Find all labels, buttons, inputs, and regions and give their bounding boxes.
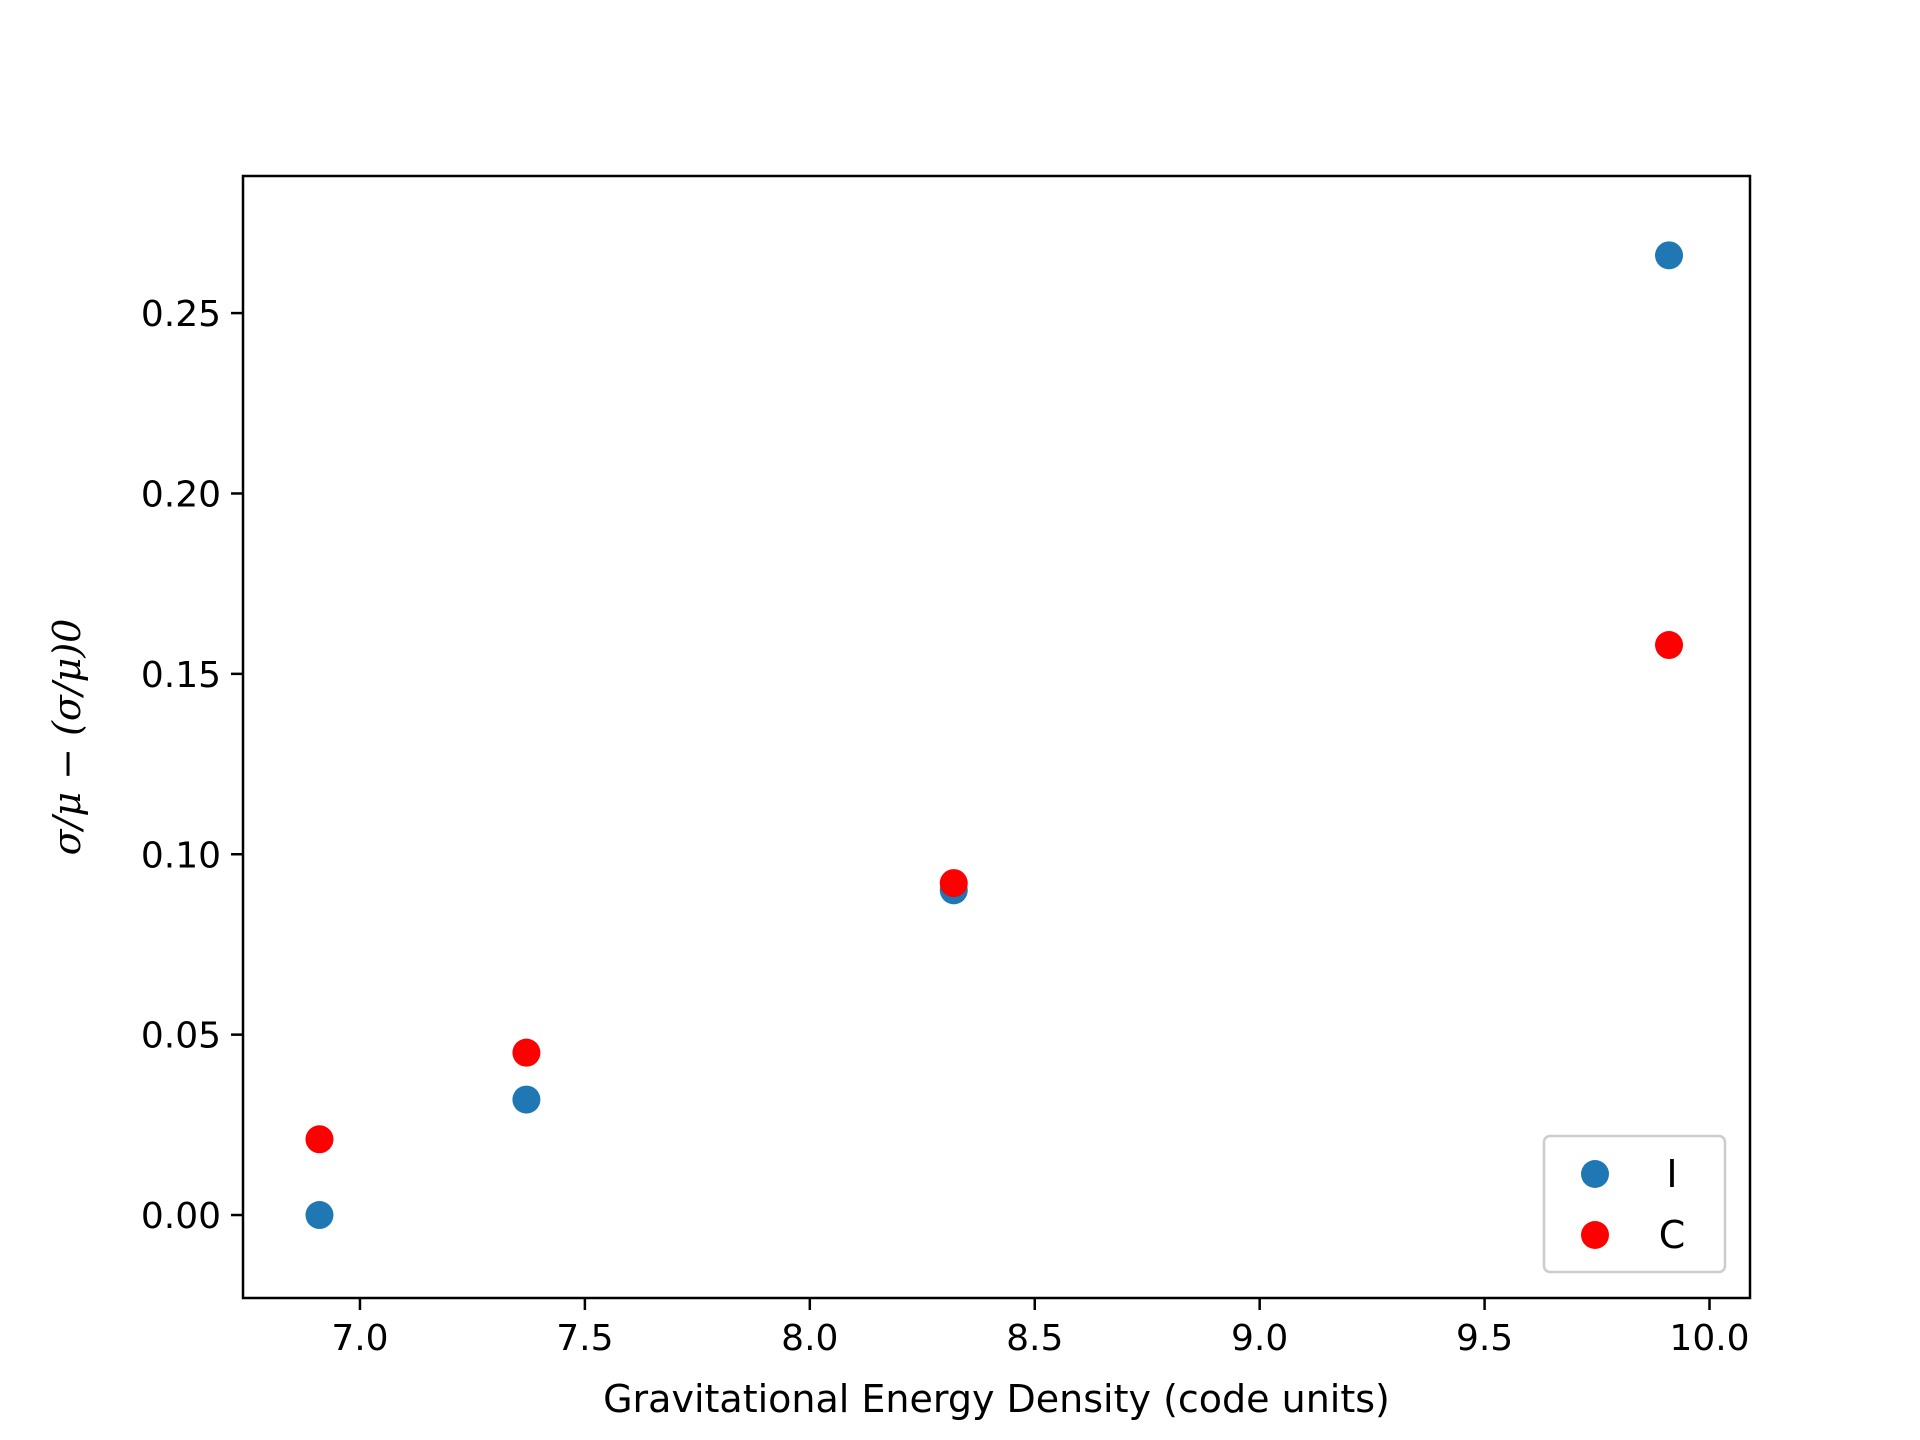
data-point-c — [512, 1038, 541, 1067]
legend-label-c: C — [1659, 1213, 1686, 1257]
y-tick-label: 0.10 — [141, 835, 221, 876]
x-tick-label: 10.0 — [1669, 1318, 1749, 1359]
x-tick-label: 7.5 — [556, 1318, 613, 1359]
x-tick-label: 9.5 — [1456, 1318, 1513, 1359]
y-axis-ticks: 0.00 0.05 0.10 0.15 0.20 0.25 — [141, 294, 243, 1237]
y-tick-label: 0.20 — [141, 474, 221, 515]
y-tick-label: 0.00 — [141, 1196, 221, 1237]
x-tick-label: 7.0 — [331, 1318, 388, 1359]
x-axis-ticks: 7.0 7.5 8.0 8.5 9.0 9.5 10.0 — [331, 1298, 1750, 1359]
y-axis-label: σ/μ − (σ/μ)0 — [45, 619, 89, 856]
y-tick-label: 0.05 — [141, 1016, 221, 1057]
legend-box — [1542, 1134, 1727, 1274]
x-tick-label: 9.0 — [1231, 1318, 1288, 1359]
legend-marker-c — [1581, 1221, 1609, 1249]
data-point-c — [939, 869, 968, 898]
x-tick-label: 8.0 — [781, 1318, 838, 1359]
data-point-i — [1655, 241, 1684, 270]
y-tick-label: 0.15 — [141, 655, 221, 696]
x-tick-label: 8.5 — [1006, 1318, 1063, 1359]
legend-marker-i — [1581, 1160, 1609, 1188]
data-points — [305, 241, 1684, 1230]
data-point-c — [305, 1125, 334, 1154]
legend-label-i: I — [1666, 1152, 1677, 1196]
plot-frame — [241, 174, 1752, 1300]
legend: I C — [1542, 1134, 1727, 1274]
x-axis-label: Gravitational Energy Density (code units… — [603, 1377, 1390, 1421]
data-point-i — [305, 1201, 334, 1230]
y-tick-label: 0.25 — [141, 294, 221, 335]
data-point-c — [1655, 631, 1684, 660]
data-point-i — [512, 1085, 541, 1114]
